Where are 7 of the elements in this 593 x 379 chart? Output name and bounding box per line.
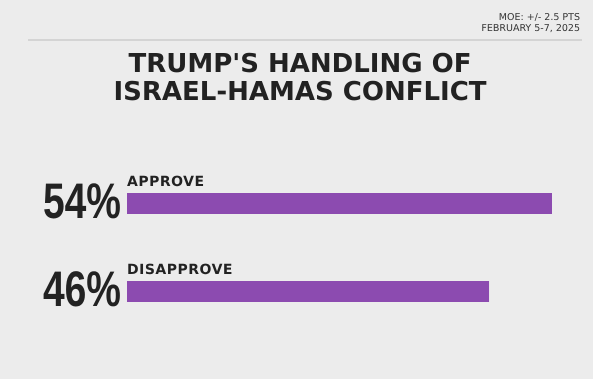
text: FEBRUARY 5-7, 2025 bbox=[481, 23, 580, 34]
text: MOE: +/- 2.5 PTS bbox=[498, 12, 580, 23]
data-label: 46% bbox=[42, 260, 121, 318]
data-label: 54% bbox=[42, 172, 121, 230]
y-tick-label: APPROVE bbox=[127, 174, 205, 190]
y-tick-label: DISAPPROVE bbox=[127, 262, 233, 278]
chart-title: TRUMP'S HANDLING OF ISRAEL-HAMAS CONFLICT bbox=[113, 49, 487, 107]
